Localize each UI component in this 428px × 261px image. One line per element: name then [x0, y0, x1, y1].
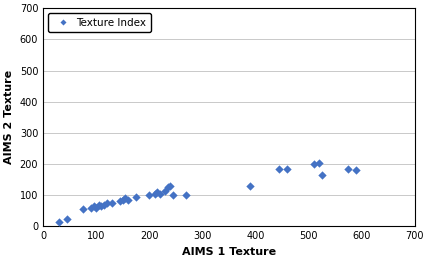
Point	[95, 203, 102, 207]
Point	[154, 190, 160, 194]
Point	[345, 167, 352, 171]
Point	[315, 161, 322, 165]
Point	[122, 196, 129, 200]
Point	[167, 184, 174, 188]
Y-axis label: AIMS 2 Texture: AIMS 2 Texture	[4, 70, 14, 164]
Point	[151, 192, 158, 196]
Point	[310, 162, 317, 166]
Point	[162, 188, 169, 193]
Point	[125, 198, 131, 202]
Point	[80, 207, 86, 211]
Point	[276, 167, 282, 171]
Point	[318, 173, 325, 177]
Point	[284, 167, 291, 171]
X-axis label: AIMS 1 Texture: AIMS 1 Texture	[182, 247, 276, 257]
Point	[353, 168, 360, 172]
Point	[63, 217, 70, 221]
Point	[56, 220, 62, 224]
Point	[169, 193, 176, 197]
Point	[93, 206, 100, 210]
Point	[183, 193, 190, 197]
Point	[109, 201, 116, 205]
Legend: Texture Index: Texture Index	[48, 13, 151, 32]
Point	[133, 195, 140, 199]
Point	[146, 193, 153, 197]
Point	[87, 206, 94, 210]
Point	[103, 201, 110, 205]
Point	[90, 204, 97, 208]
Point	[164, 185, 171, 189]
Point	[247, 184, 253, 188]
Point	[119, 198, 126, 202]
Point	[101, 203, 107, 207]
Point	[116, 199, 123, 204]
Point	[98, 204, 105, 208]
Point	[156, 192, 163, 196]
